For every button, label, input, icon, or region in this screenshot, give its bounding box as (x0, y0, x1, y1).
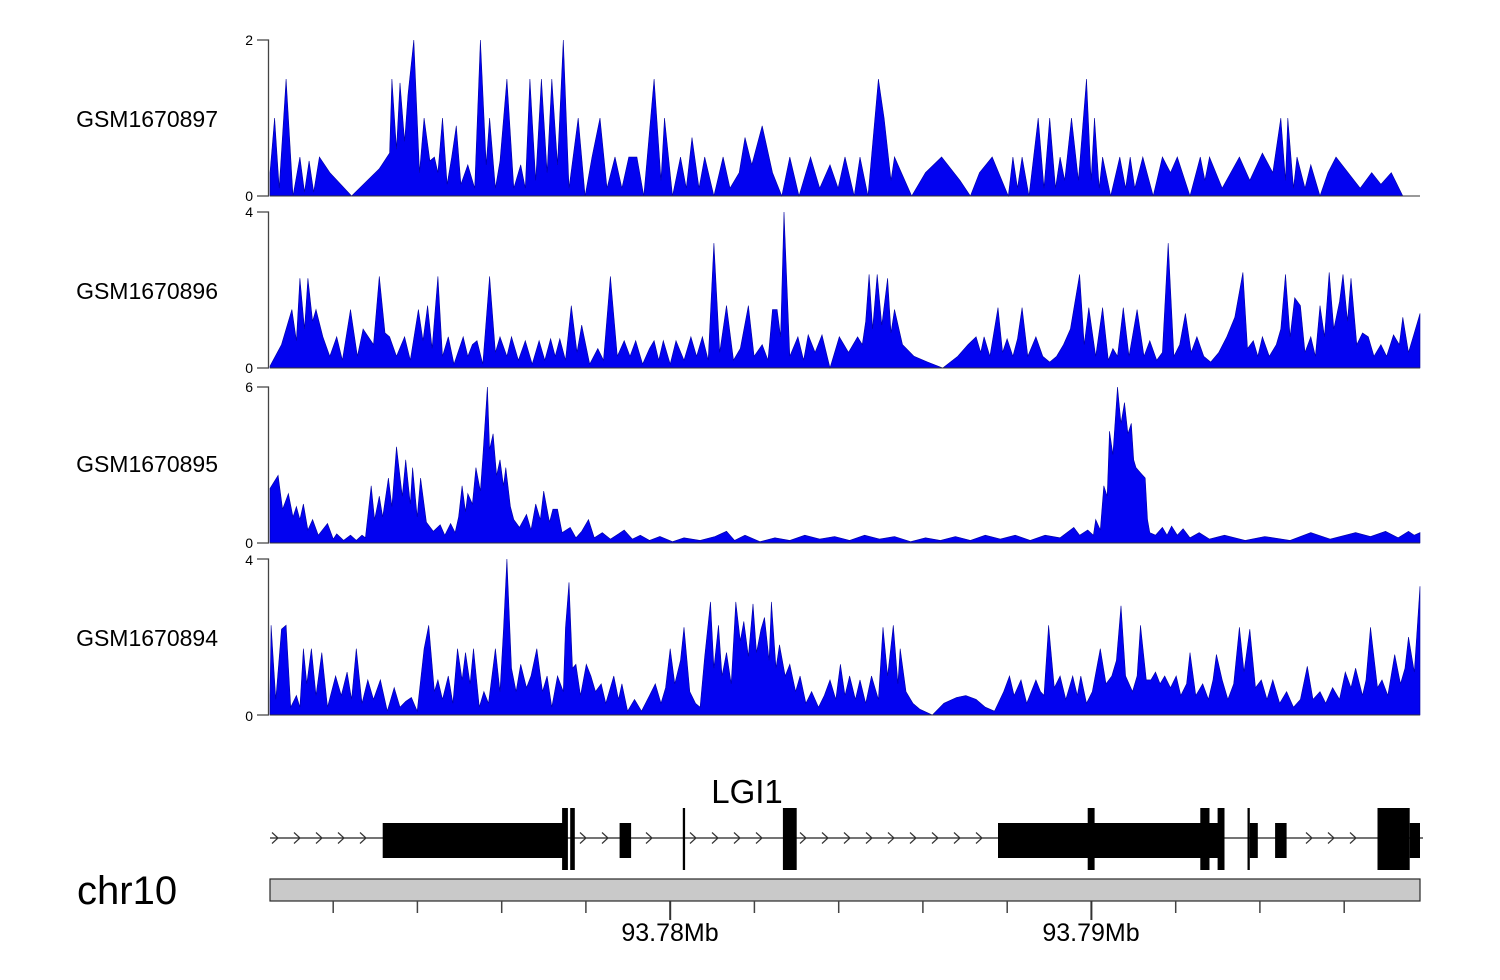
strand-arrow-icon (821, 832, 829, 844)
gene-name-label: LGI1 (711, 773, 783, 810)
strand-arrow-icon (887, 832, 895, 844)
strand-arrow-icon (315, 832, 323, 844)
exon-rect-cds (782, 808, 797, 870)
strand-arrow-icon (337, 832, 345, 844)
coverage-polygon-gsm1670897 (269, 39, 1420, 198)
strand-arrow-icon (909, 832, 917, 844)
track-label-gsm1670894: GSM1670894 (76, 625, 218, 651)
track-label-gsm1670896: GSM1670896 (76, 278, 218, 304)
strand-arrow-icon (975, 832, 983, 844)
y-axis-max-label-track3: 6 (245, 379, 253, 395)
strand-arrow-icon (843, 832, 851, 844)
y-axis-max-label-track2: 4 (245, 204, 253, 220)
gene-model-layer (270, 808, 1423, 870)
strand-arrow-icon (953, 832, 961, 844)
strand-arrow-icon (579, 832, 587, 844)
strand-arrow-icon (271, 832, 279, 844)
exon-rect-utr (1409, 823, 1420, 858)
chromosome-ruler-bar (269, 878, 1421, 902)
exon-rect-cds (1377, 808, 1410, 870)
exon-rect-cds (682, 808, 686, 870)
y-axis-min-label-track2: 0 (245, 360, 253, 376)
strand-arrow-icon (931, 832, 939, 844)
strand-arrow-icon (359, 832, 367, 844)
y-axis-bracket (257, 39, 270, 197)
strand-arrow-icon (689, 832, 697, 844)
y-axis-min-label-track1: 0 (245, 188, 253, 204)
y-axis-max-label-track4: 4 (245, 552, 253, 568)
strand-arrow-icon (293, 832, 301, 844)
coverage-polygon-gsm1670895 (269, 386, 1421, 544)
track-label-gsm1670897: GSM1670897 (76, 106, 218, 132)
coverage-tracks-layer (257, 39, 1421, 716)
strand-arrow-icon (865, 832, 873, 844)
exon-rect-utr (619, 823, 632, 858)
coverage-polygon-gsm1670896 (269, 211, 1421, 370)
y-axis-bracket (257, 558, 270, 716)
track-label-gsm1670895: GSM1670895 (76, 451, 218, 477)
y-axis-bracket (257, 211, 270, 369)
exon-rect-cds (570, 808, 575, 870)
exon-rect-utr (998, 823, 1223, 858)
exon-rect-cds (1200, 808, 1210, 870)
y-axis-min-label-track4: 0 (245, 708, 253, 724)
ruler-tick-label-9379: 93.79Mb (1042, 919, 1139, 947)
exon-rect-utr (1275, 823, 1287, 858)
coverage-polygon-gsm1670894 (269, 558, 1421, 716)
strand-arrow-icon (1305, 832, 1313, 844)
exon-rect-utr (382, 823, 565, 858)
strand-arrow-icon (755, 832, 763, 844)
y-axis-min-label-track3: 0 (245, 535, 253, 551)
y-axis-max-label-track1: 2 (245, 32, 253, 48)
chromosome-label: chr10 (77, 869, 177, 913)
exon-rect-cds (1217, 808, 1225, 870)
exon-rect-cds (1247, 808, 1250, 870)
exon-rect-cds (562, 808, 568, 870)
strand-arrow-icon (645, 832, 653, 844)
ruler-tick-label-9378: 93.78Mb (621, 919, 718, 947)
strand-arrow-icon (799, 832, 807, 844)
strand-arrow-icon (601, 832, 609, 844)
y-axis-bracket (257, 386, 270, 544)
strand-arrow-icon (733, 832, 741, 844)
ruler-layer (269, 878, 1421, 920)
exon-rect-cds (1087, 808, 1095, 870)
strand-arrow-icon (711, 832, 719, 844)
exon-rect-utr (1249, 823, 1258, 858)
strand-arrow-icon (1349, 832, 1357, 844)
strand-arrow-icon (1327, 832, 1335, 844)
